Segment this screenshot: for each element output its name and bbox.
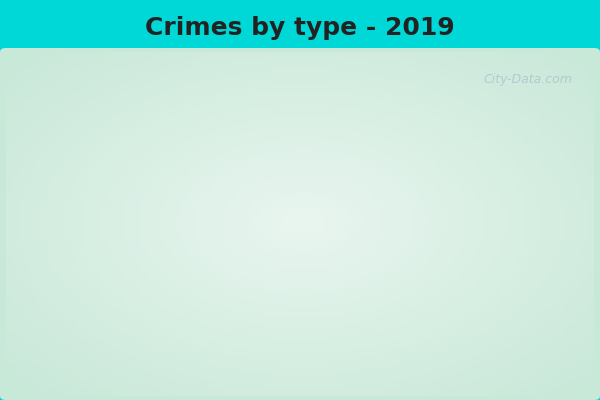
Wedge shape (174, 67, 449, 365)
Text: City-Data.com: City-Data.com (484, 74, 572, 86)
Wedge shape (282, 67, 300, 216)
Wedge shape (152, 68, 300, 216)
Wedge shape (151, 194, 300, 216)
Text: Robberies (1.9%): Robberies (1.9%) (43, 292, 245, 304)
Text: Auto thefts (1.9%): Auto thefts (1.9%) (176, 93, 290, 121)
Text: Assaults (9.4%): Assaults (9.4%) (259, 68, 356, 112)
Wedge shape (151, 212, 300, 296)
FancyBboxPatch shape (0, 48, 600, 400)
Text: Burglaries (20.8%): Burglaries (20.8%) (19, 180, 215, 194)
Text: Crimes by type - 2019: Crimes by type - 2019 (145, 16, 455, 40)
Text: Thefts (66.0%): Thefts (66.0%) (385, 261, 557, 275)
